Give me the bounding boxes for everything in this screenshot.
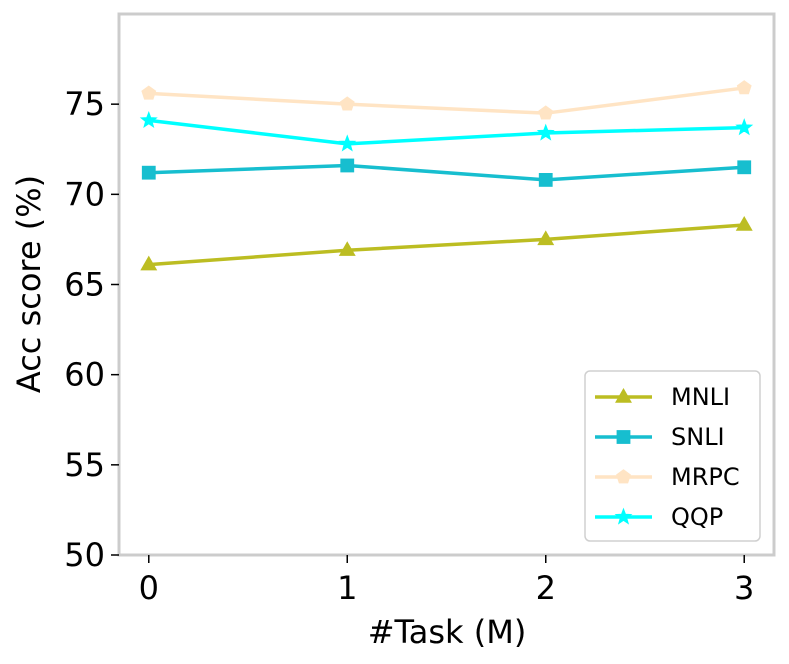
y-axis-label: Acc score (%) (10, 175, 48, 393)
legend-label: MRPC (671, 463, 740, 491)
series-qqp (139, 110, 754, 152)
data-point-mrpc (538, 105, 554, 120)
data-point-qqp (735, 118, 754, 136)
data-point-mnli (140, 255, 158, 271)
data-point-qqp (536, 123, 555, 141)
series-mnli (140, 215, 753, 271)
data-point-mrpc (339, 96, 355, 111)
x-axis-label: #Task (M) (368, 613, 527, 651)
series-line-mrpc (148, 86, 745, 115)
data-point-snli (340, 158, 355, 173)
data-point-qqp (139, 110, 158, 129)
legend-item-mnli: MNLI (595, 383, 730, 411)
y-tick-label: 60 (64, 356, 105, 394)
y-tick-label: 65 (64, 266, 105, 304)
series-line-snli (148, 163, 745, 182)
series-layer (139, 80, 754, 271)
legend-item-mrpc: MRPC (595, 463, 740, 491)
legend-label: MNLI (671, 383, 730, 411)
data-point-mrpc (736, 80, 752, 95)
data-point-snli (538, 173, 553, 187)
legend: MNLI SNLI MRPC QQP (584, 370, 761, 542)
legend-label: QQP (671, 503, 723, 531)
data-point-mrpc (141, 85, 157, 100)
data-point-snli (141, 165, 156, 180)
legend-item-snli: SNLI (595, 423, 725, 451)
series-line-mnli (148, 223, 745, 267)
y-tick-label: 70 (64, 175, 105, 213)
legend-box (584, 370, 761, 542)
y-tick-label: 75 (64, 85, 105, 123)
series-snli (141, 158, 752, 187)
series-line-qqp (148, 118, 745, 146)
y-tick-label: 50 (64, 536, 105, 574)
y-tick-label: 55 (64, 446, 105, 484)
data-point-qqp (338, 134, 357, 152)
legend-label: SNLI (671, 423, 725, 451)
legend-marker (614, 507, 633, 525)
legend-item-qqp: QQP (595, 503, 723, 531)
legend-marker (616, 469, 631, 484)
axis-ticks: 50 55 60 65 70 75 0 1 2 3 (64, 85, 754, 607)
series-mrpc (141, 80, 752, 120)
data-point-mnli (537, 230, 555, 246)
legend-marker (615, 387, 632, 403)
data-point-snli (737, 160, 752, 175)
data-point-mnli (735, 215, 753, 231)
x-tick-label: 2 (536, 569, 556, 607)
legend-marker (616, 430, 631, 444)
x-tick-label: 3 (734, 569, 754, 607)
x-tick-label: 1 (337, 569, 357, 607)
x-tick-label: 0 (139, 569, 159, 607)
data-point-mnli (338, 241, 356, 256)
